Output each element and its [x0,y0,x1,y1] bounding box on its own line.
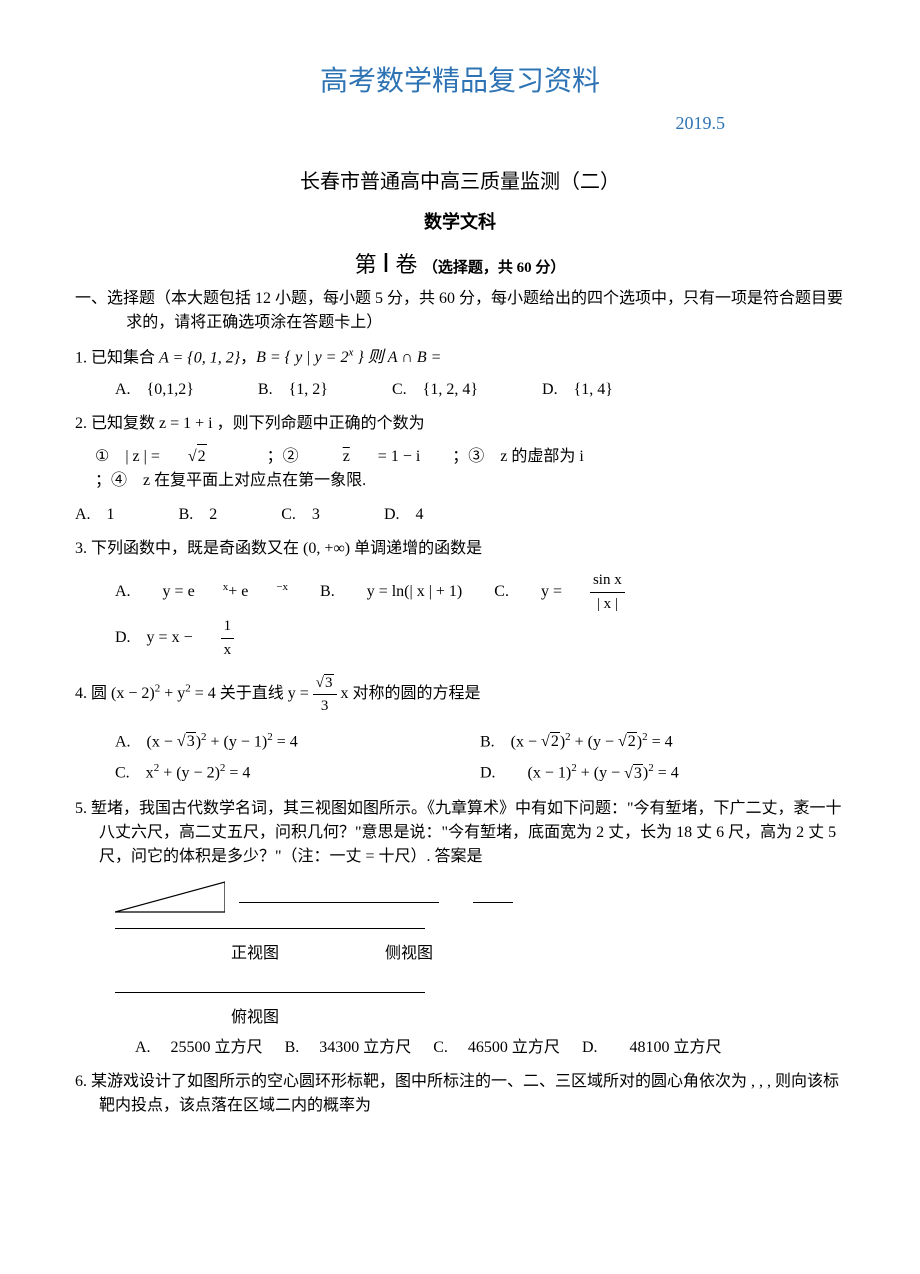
q5-top-label: 俯视图 [155,1006,355,1030]
q1-stem-pre: 1. 已知集合 [75,349,159,366]
question-2: 2. 已知复数 z = 1 + i ，则下列命题中正确的个数为 [75,412,845,436]
q1-optA: A. {0,1,2} [115,378,194,402]
volume-note: （选择题，共 60 分） [423,260,566,276]
q2-optB: B. 2 [179,503,218,527]
date: 2019.5 [75,110,725,137]
q3-optC: C. y = sin x| x | [494,569,680,615]
section-instruction: 一、选择题（本大题包括 12 小题，每小题 5 分，共 60 分，每小题给出的四… [75,287,845,335]
volume-header: 第 Ⅰ 卷 （选择题，共 60 分） [75,244,845,283]
question-6: 6. 某游戏设计了如图所示的空心圆环形标靶，图中所标注的一、二、三区域所对的圆心… [75,1070,845,1118]
q1-sep: ， [240,349,256,366]
volume-prefix: 第 [355,252,377,277]
q2-p1-sqrt: 2 [188,444,235,469]
q1-options: A. {0,1,2} B. {1, 2} C. {1, 2, 4} D. {1,… [115,378,845,402]
q5-optB: B. 34300 立方尺 [285,1036,412,1060]
q5-optD: D. 48100 立方尺 [582,1036,722,1060]
q5-front-side-base [115,916,845,940]
q1-optB: B. {1, 2} [258,378,328,402]
q2-optD: D. 4 [384,503,424,527]
q5-front-side-diagram [115,879,845,914]
q1-optC: C. {1, 2, 4} [392,378,478,402]
exam-title: 长春市普通高中高三质量监测（二） [75,167,845,197]
q4-optB: B. (x − 2)2 + (y − 2)2 = 4 [480,729,845,755]
subject-label: 数学文科 [75,209,845,236]
q3-optA: A. y = ex + e−x [115,579,288,604]
section-label: 一、 [75,290,107,307]
q5-top-diagram [115,980,845,1004]
q2-p2-zbar: z [343,445,350,469]
question-1: 1. 已知集合 A = {0, 1, 2}，B = { y | y = 2x }… [75,345,845,370]
q4-optC: C. x2 + (y − 2)2 = 4 [115,760,480,786]
q4-optA: A. (x − 3)2 + (y − 1)2 = 4 [115,729,480,755]
q1-setA: A = {0, 1, 2} [159,349,240,366]
question-3: 3. 下列函数中，既是奇函数又在 (0, +∞) 单调递增的函数是 [75,537,845,561]
q5-side-label: 侧视图 [359,942,459,966]
q1-optD: D. {1, 4} [542,378,613,402]
q2-p2-post: = 1 − i [378,445,421,469]
q2-p1-pre: ① | z | = [95,445,160,469]
q3-options: A. y = ex + e−x B. y = ln(| x | + 1) C. … [115,569,845,661]
q2-p4: ；④ z 在复平面上对应点在第一象限. [95,469,366,493]
q3-optB: B. y = ln(| x | + 1) [320,580,462,604]
question-4: 4. 圆 (x − 2)2 + y2 = 4 关于直线 y = 33 x 对称的… [75,671,845,717]
q1-setB-pre: B = { y | y = 2 [256,349,348,366]
q2-propositions: ① | z | = 2 ；② z = 1 − i ；③ z 的虚部为 i ；④ … [95,444,845,493]
section-text: 选择题（本大题包括 12 小题，每小题 5 分，共 60 分，每小题给出的四个选… [107,290,843,331]
q5-optC: C. 46500 立方尺 [433,1036,560,1060]
q5-views: 正视图 侧视图 俯视图 [115,879,845,1030]
volume-roman: Ⅰ [382,249,390,278]
question-5: 5. 堑堵，我国古代数学名词，其三视图如图所示。《九章算术》中有如下问题："今有… [75,797,845,869]
q2-optC: C. 3 [281,503,320,527]
q2-p3: ；③ z 的虚部为 i [452,445,584,469]
q2-p2-pre: ；② [267,445,315,469]
q1-setB-post: } 则 A ∩ B = [353,349,441,366]
q5-front-label: 正视图 [155,942,355,966]
q4-options: A. (x − 3)2 + (y − 1)2 = 4 B. (x − 2)2 +… [115,726,845,789]
q4-optD: D. (x − 1)2 + (y − 3)2 = 4 [480,760,845,786]
q2-optA: A. 1 [75,503,115,527]
triangle-icon [115,879,225,914]
volume-suffix: 卷 [395,252,417,277]
q5-options: A. 25500 立方尺 B. 34300 立方尺 C. 46500 立方尺 D… [135,1036,845,1060]
q3-optD: D. y = x − 1x [115,615,290,661]
main-title: 高考数学精品复习资料 [75,60,845,102]
q5-optA: A. 25500 立方尺 [135,1036,263,1060]
q2-options: A. 1 B. 2 C. 3 D. 4 [75,503,845,527]
